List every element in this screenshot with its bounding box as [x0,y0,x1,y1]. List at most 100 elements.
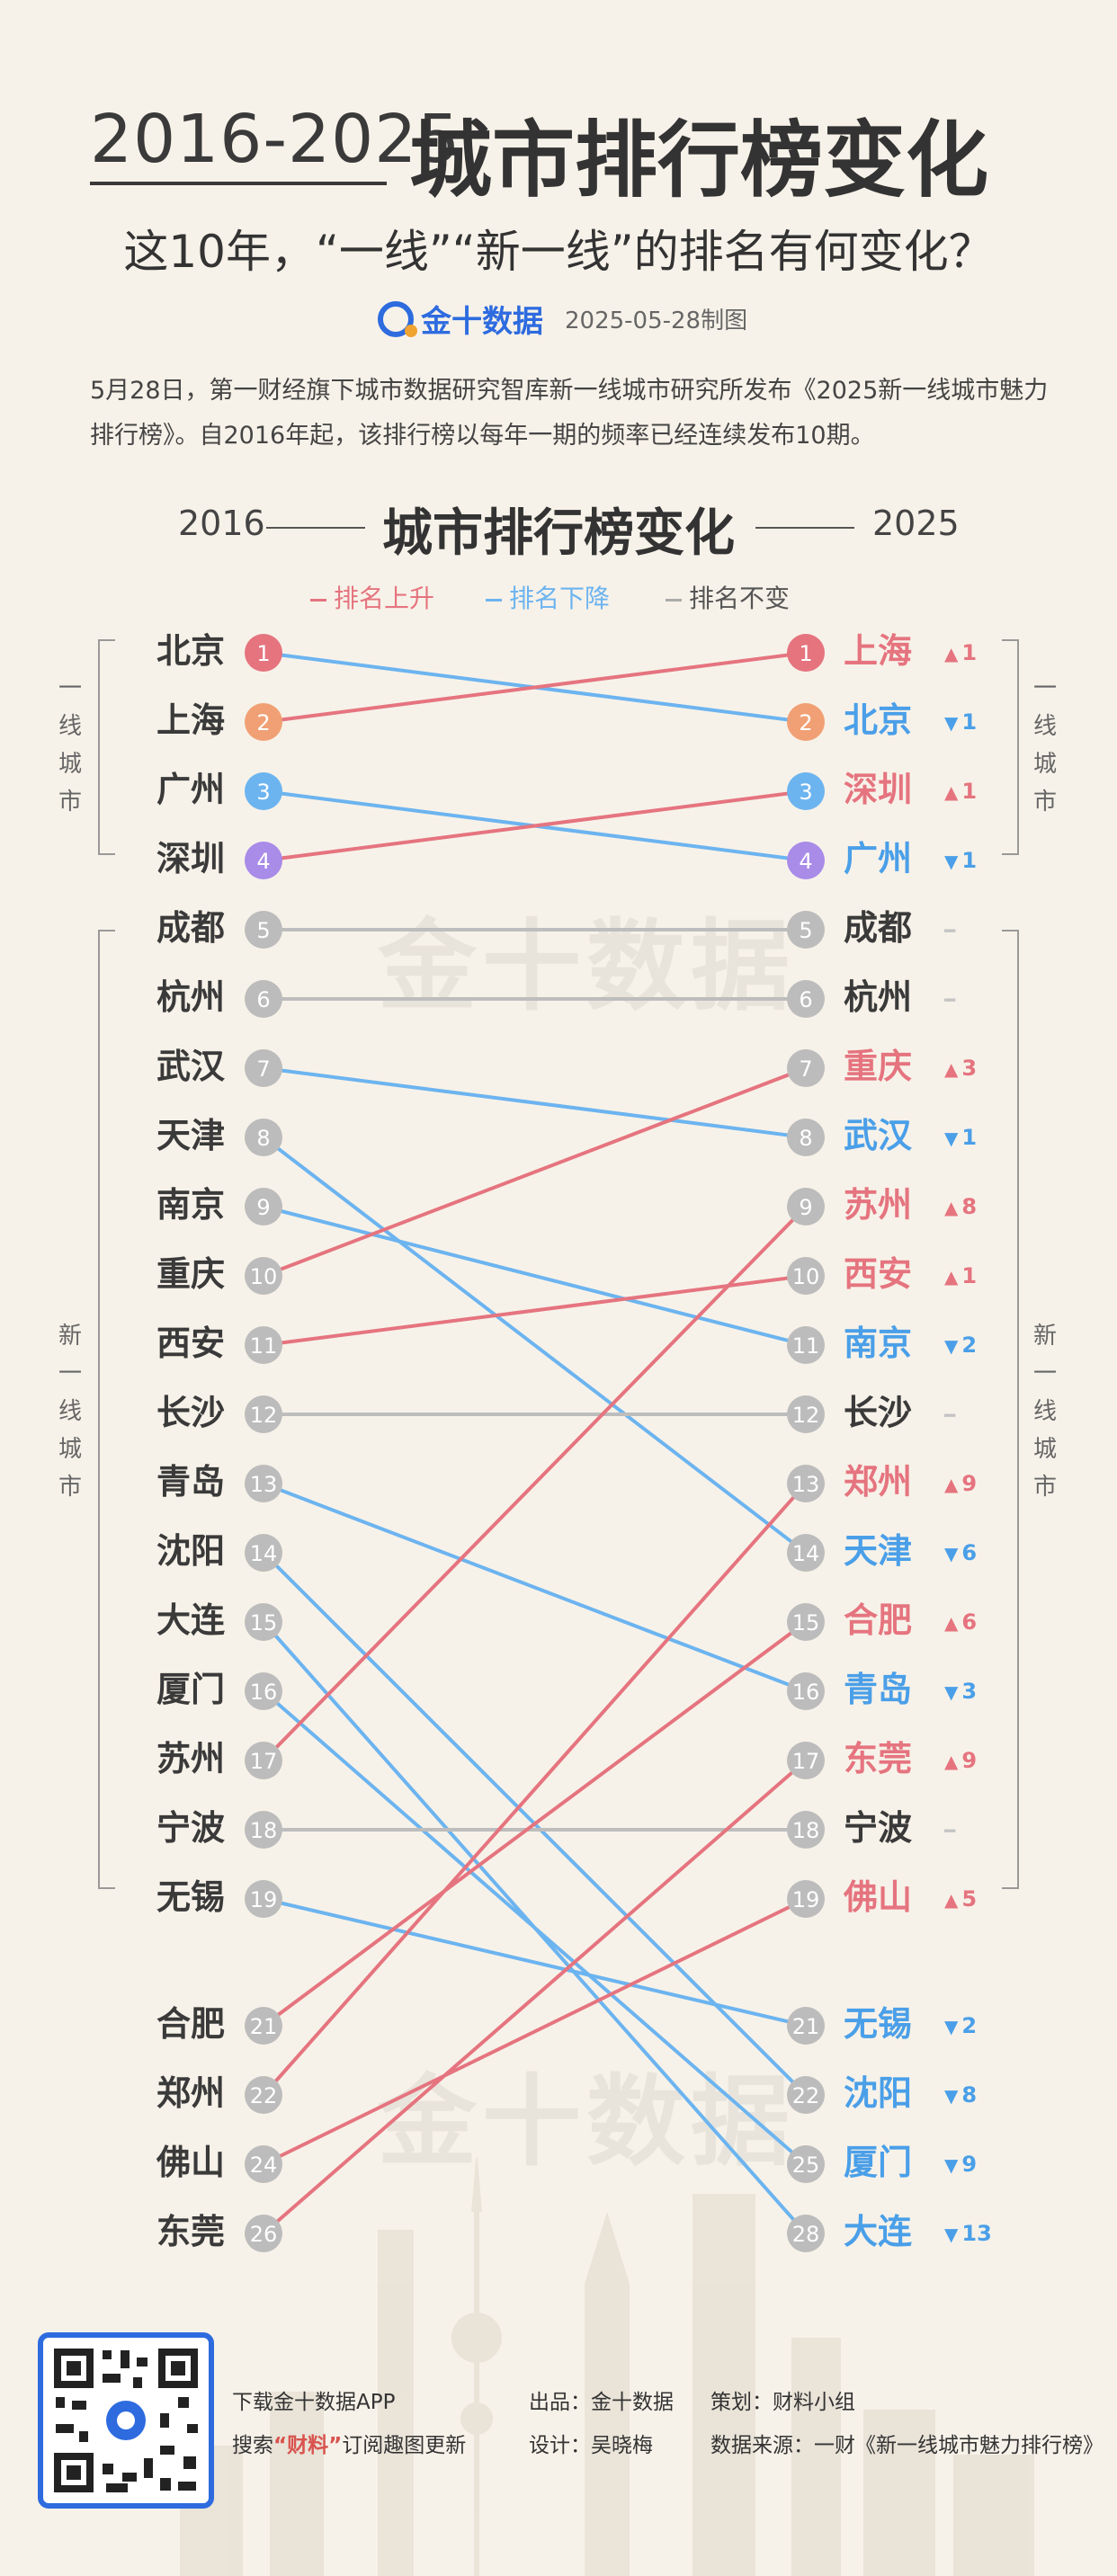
rank-dot-2016-number: 1 [256,641,270,666]
down-arrow-icon: ▼ [944,1128,959,1149]
city-label-2025: 青岛 [844,1670,913,1709]
rank-change-badge: ━ [944,1807,1016,1853]
rank-change-value: 1 [961,640,978,665]
rank-dot-2016-number: 5 [256,918,270,943]
rank-dot-2016 [245,1326,282,1364]
rank-dot-2025 [787,634,825,672]
group-label-newtier1-left: 新一线城市 [57,1317,84,1506]
rank-change-badge: ▲ 1 [944,630,1016,676]
down-arrow-icon: ▼ [944,712,959,734]
city-label-2016: 北京 [156,631,225,671]
city-label-2016: 苏州 [156,1739,225,1778]
rank-dot-2016-number: 21 [250,2014,278,2039]
rank-dot-2025 [787,1119,825,1156]
city-label-2016: 杭州 [156,977,225,1017]
rank-dot-2016 [245,2007,282,2045]
rank-dot-2016-number: 7 [256,1056,270,1082]
city-label-2016: 西安 [156,1324,225,1363]
down-arrow-icon: ▼ [944,2154,959,2176]
rank-dot-2016-number: 9 [256,1195,270,1220]
city-label-2025: 东莞 [844,1739,913,1778]
city-label-2025: 西安 [844,1254,913,1294]
rank-dot-2025-number: 6 [799,987,812,1012]
rank-change-badge: ▼ 6 [944,1530,1016,1576]
rank-dot-2025 [787,1603,825,1641]
legend-same-swatch [666,598,682,602]
rank-dot-2025-number: 19 [792,1887,820,1912]
rank-dot-2016 [245,980,282,1018]
group-label-newtier1-right: 新一线城市 [1032,1317,1059,1506]
city-label-2025: 杭州 [844,977,913,1017]
city-label-2025: 成都 [844,908,913,948]
city-label-2025: 宁波 [844,1808,913,1848]
city-label-2016: 郑州 [156,2073,225,2113]
city-label-2016: 东莞 [156,2212,225,2251]
rank-change-value: 1 [961,848,978,873]
rank-change-line-up [262,1205,808,1762]
rank-change-value: 5 [961,1886,978,1912]
rank-dot-2016 [245,1119,282,1156]
rank-change-badge: ━ [944,976,1016,1022]
rank-change-line-down [263,1897,807,2028]
city-label-2025: 武汉 [844,1116,913,1155]
chart-title-rule-right [755,527,854,529]
rank-dot-2025-number: 4 [799,849,812,874]
watermark-text: 金十数据 [378,2064,795,2179]
city-label-2025: 重庆 [844,1047,913,1086]
rank-dot-2025 [787,1465,825,1502]
rank-dot-2025 [787,911,825,949]
down-arrow-icon: ▼ [944,851,959,872]
city-label-2016: 深圳 [156,839,225,878]
rank-change-value: 1 [961,709,978,735]
rank-change-badge: ▼ 2 [944,2003,1016,2049]
rank-dot-2025-number: 17 [792,1749,820,1774]
rank-dot-2025-number: 25 [792,2153,820,2178]
rank-dot-2016-number: 22 [250,2083,278,2108]
city-label-2025: 南京 [844,1324,913,1363]
rank-dot-2016-number: 3 [256,780,270,805]
page-title: 城市排行榜变化 [409,111,989,209]
chart-title: 城市排行榜变化 [382,504,735,563]
chart-date: 2025-05-28制图 [565,308,748,334]
rank-dot-2025-number: 1 [799,641,812,666]
rank-dot-2016-number: 12 [250,1403,278,1428]
down-arrow-icon: ▼ [944,2016,959,2037]
dash-icon: ━ [944,1820,956,1841]
city-label-2016: 无锡 [156,1877,225,1917]
rank-change-value: 6 [961,1540,978,1565]
rank-change-line-up [262,1620,808,2028]
rank-change-value: 3 [961,1679,978,1704]
rank-change-line-up [263,1897,807,2166]
rank-dot-2016 [245,1603,282,1641]
rank-change-badge: ━ [944,1392,1016,1438]
rank-dot-2016 [245,1049,282,1087]
rank-change-value: 1 [961,1263,978,1288]
rank-dot-2016 [245,1188,282,1226]
rank-change-line-up [263,1066,807,1278]
rank-dot-2025 [787,772,825,810]
city-label-2016: 青岛 [156,1462,225,1502]
rank-dot-2025 [787,1672,825,1710]
rank-dot-2016-number: 14 [250,1541,278,1566]
rank-dot-2016-number: 16 [250,1680,278,1705]
rank-change-badge: ▼ 1 [944,1115,1016,1161]
rank-dot-2016-number: 15 [250,1610,278,1636]
brand-name: 金十数据 [421,304,543,340]
brand: 金十数据 2025-05-28制图 [378,297,747,341]
city-label-2025: 深圳 [844,770,913,809]
rank-dot-2025-number: 12 [792,1403,820,1428]
rank-dot-2025-number: 8 [799,1126,812,1151]
footer-source: 数据来源：一财《新一线城市魅力排行榜》 [710,2434,1104,2457]
city-label-2025: 上海 [844,631,913,671]
rank-change-value: 9 [961,1748,978,1773]
city-label-2025: 厦门 [844,2143,913,2182]
up-arrow-icon: ▲ [944,1197,959,1218]
rank-change-badge: ▲ 1 [944,769,1016,815]
footer-designer: 设计：吴晓梅 [529,2434,653,2457]
group-label-tier1-right: 一线城市 [1032,670,1059,821]
rank-dot-2025-number: 14 [792,1541,820,1566]
qr-code[interactable] [38,2332,214,2509]
up-arrow-icon: ▲ [944,1058,959,1080]
rank-change-value: 8 [961,2082,978,2108]
